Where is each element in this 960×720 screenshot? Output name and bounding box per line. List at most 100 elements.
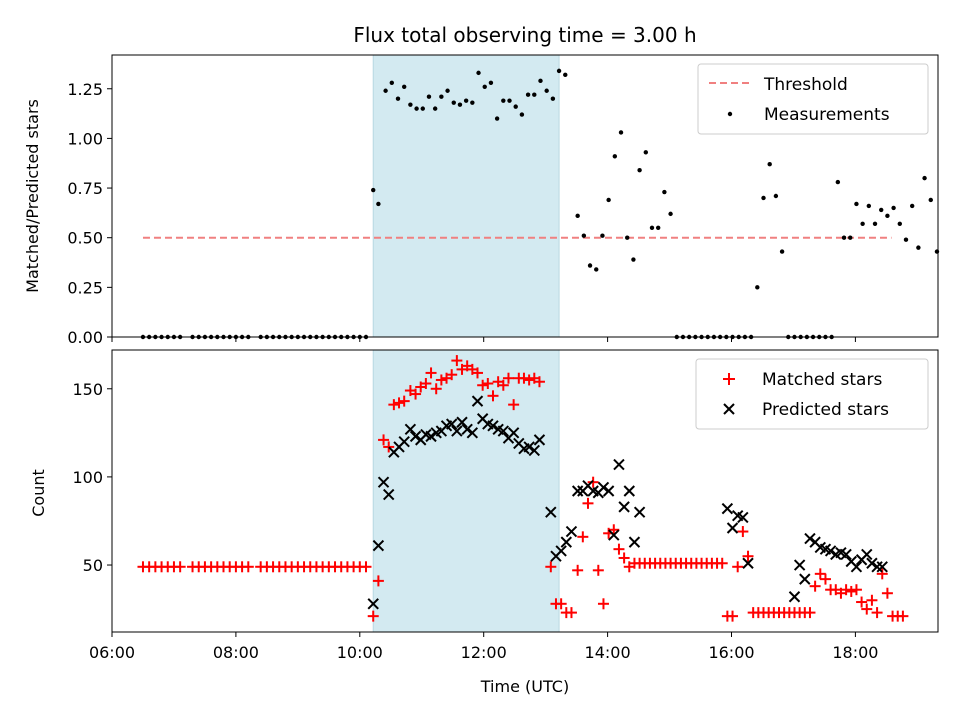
predicted-star-marker: [497, 425, 510, 437]
measurement-point: [649, 225, 655, 230]
measurement-point: [525, 92, 531, 97]
measurement-point: [501, 98, 506, 103]
measurement-point: [544, 88, 549, 93]
measurement-point: [885, 213, 890, 219]
top-panel: 0.00 0.25 0.50 0.75 1.00 1.25 Matched/Predict…: [23, 54, 940, 347]
matched-star-marker: [174, 561, 186, 573]
matched-star-marker: [420, 377, 432, 389]
measurement-point: [767, 162, 772, 167]
matched-star-marker: [435, 374, 447, 386]
measurement-point: [922, 175, 927, 181]
top-legend-box: [697, 63, 929, 135]
bottom-x-axis: 06:00 08:00 10:00 12:00 14:00 16:00 18:00: [89, 632, 878, 662]
predicted-star-marker: [377, 476, 390, 488]
bottom-shaded-region-layer: [372, 349, 560, 633]
legend-matched-swatch: [723, 373, 735, 385]
measurement-point: [891, 205, 896, 211]
predicted-star-marker: [866, 557, 878, 569]
predicted-star-marker: [613, 458, 625, 471]
bottom-x-axis-label: Time (UTC): [480, 677, 569, 696]
measurement-point: [556, 68, 562, 74]
measurement-point: [841, 235, 847, 240]
measurement-point: [494, 116, 500, 121]
legend-predicted-swatch: [723, 403, 735, 415]
predicted-star-marker: [445, 418, 458, 430]
x-tick-label: 16:00: [708, 643, 754, 662]
y-tick-label: 0.50: [67, 229, 103, 248]
measurement-point: [779, 249, 785, 254]
measurement-point: [916, 245, 921, 250]
predicted-star-marker: [597, 481, 610, 494]
matched-star-marker: [618, 552, 630, 564]
measurement-point: [581, 233, 587, 238]
legend-measurements-swatch: [727, 111, 733, 117]
measurement-point: [488, 80, 494, 86]
predicted-star-marker: [804, 532, 816, 545]
matched-star-marker: [360, 561, 372, 573]
matched-star-marker: [804, 607, 816, 619]
predicted-star-marker: [404, 423, 417, 436]
predicted-star-marker: [628, 536, 641, 548]
measurement-point: [854, 201, 859, 207]
measurement-point: [451, 100, 456, 105]
matched-star-marker: [523, 374, 535, 386]
measurement-point: [668, 211, 673, 217]
predicted-star-marker: [456, 416, 468, 428]
matched-star-marker: [545, 561, 557, 573]
bottom-legend: Matched stars Predicted stars: [695, 358, 929, 430]
matched-star-marker: [737, 526, 749, 538]
bottom-series-layer: [137, 355, 909, 622]
matched-star-marker: [430, 383, 442, 395]
x-tick-label: 14:00: [585, 643, 631, 662]
bottom-plot-frame: [111, 349, 939, 633]
x-tick-label: 10:00: [337, 643, 383, 662]
matched-star-marker: [613, 543, 625, 555]
matched-star-marker: [850, 584, 862, 596]
bottom-y-axis: 50 100 150: [72, 380, 112, 575]
predicted-star-marker: [398, 435, 410, 448]
matched-star-marker: [809, 580, 821, 592]
measurement-point: [879, 207, 884, 213]
measurement-point: [414, 106, 419, 111]
measurement-point: [420, 106, 425, 111]
matched-star-marker: [533, 376, 545, 388]
matched-star-marker: [367, 610, 379, 622]
predicted-star-marker: [367, 598, 379, 610]
measurement-point: [550, 96, 556, 101]
measurement-point: [383, 88, 388, 93]
predicted-star-marker: [487, 420, 499, 432]
matched-star-marker: [814, 568, 826, 580]
matched-star-marker: [487, 390, 499, 402]
x-tick-label: 06:00: [89, 643, 135, 662]
y-tick-label: 1.00: [67, 129, 103, 148]
matched-star-marker: [577, 531, 589, 543]
y-tick-label: 0.00: [67, 328, 103, 347]
measurement-point: [439, 94, 444, 99]
bottom-y-axis-label: Count: [29, 469, 48, 517]
measurement-point: [470, 100, 475, 105]
matched-star-marker: [398, 395, 410, 407]
matched-star-marker: [742, 550, 754, 562]
matched-star-marker: [472, 367, 484, 379]
matched-star-marker: [876, 568, 888, 580]
matched-star-marker: [572, 564, 584, 576]
measurement-point: [408, 102, 413, 107]
predicted-star-marker: [461, 423, 473, 436]
measurement-point: [625, 235, 630, 240]
matched-star-marker: [897, 610, 909, 622]
matched-star-marker: [410, 388, 422, 400]
predicted-star-marker: [565, 525, 578, 538]
measurement-point: [538, 78, 543, 84]
legend-threshold-label: Threshold: [763, 75, 848, 95]
measurement-point: [897, 221, 902, 227]
measurement-point: [575, 213, 580, 219]
matched-star-marker: [383, 441, 395, 453]
predicted-star-marker: [425, 430, 437, 443]
measurement-point: [755, 285, 760, 290]
y-tick-label: 50: [83, 556, 103, 575]
measurement-point: [655, 225, 661, 230]
predicted-star-marker: [799, 573, 811, 585]
predicted-star-marker: [466, 427, 479, 439]
measurement-point: [928, 197, 933, 203]
x-tick-label: 08:00: [213, 643, 259, 662]
